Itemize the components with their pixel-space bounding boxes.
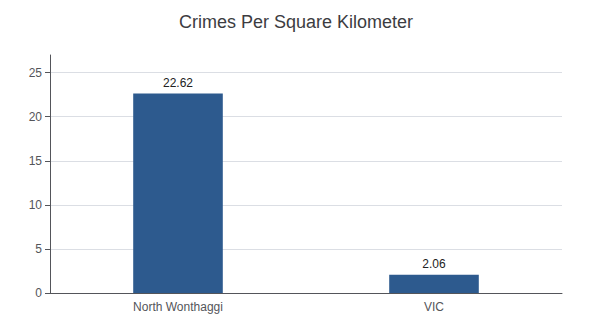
svg-text:25: 25 [29, 66, 43, 80]
svg-text:Crimes Per Square Kilometer: Crimes Per Square Kilometer [179, 12, 413, 32]
svg-text:20: 20 [29, 110, 43, 124]
svg-text:0: 0 [35, 286, 42, 300]
svg-text:5: 5 [35, 242, 42, 256]
svg-text:VIC: VIC [424, 300, 444, 314]
svg-text:10: 10 [29, 198, 43, 212]
svg-text:2.06: 2.06 [422, 257, 446, 271]
svg-text:22.62: 22.62 [163, 76, 193, 90]
svg-text:North Wonthaggi: North Wonthaggi [133, 300, 223, 314]
svg-text:15: 15 [29, 154, 43, 168]
